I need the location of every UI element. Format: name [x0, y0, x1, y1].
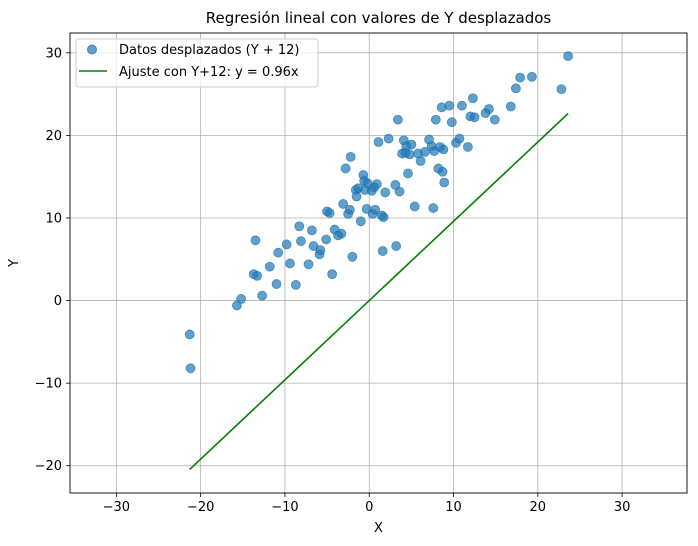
y-tick-label: 0 [54, 294, 62, 309]
scatter-point [383, 133, 394, 144]
scatter-point [371, 179, 382, 190]
scatter-point [290, 279, 301, 290]
scatter-point [454, 133, 465, 144]
scatter-point [430, 114, 441, 125]
scatter-point [428, 203, 439, 213]
scatter-point [403, 168, 413, 179]
legend-box [75, 38, 319, 88]
scatter-point [324, 208, 335, 218]
legend-label-scatter: Datos desplazados (Y + 12) [119, 43, 299, 58]
legend-marker-scatter [87, 44, 97, 55]
scatter-point [409, 201, 420, 212]
scatter-point [252, 270, 263, 281]
scatter-point [515, 72, 526, 83]
scatter-point [373, 137, 384, 147]
scatter-point [285, 258, 295, 269]
scatter-point [271, 279, 282, 289]
scatter-point [184, 329, 195, 340]
scatter-point [469, 112, 480, 123]
x-tick-label: −10 [271, 500, 298, 515]
scatter-point [468, 93, 478, 104]
scatter-point [281, 239, 292, 250]
y-tick-label: −20 [35, 459, 62, 474]
scatter-point [446, 117, 457, 128]
scatter-point [257, 290, 268, 301]
scatter-point [315, 245, 326, 256]
scatter-point [556, 84, 567, 95]
scatter-point [236, 294, 247, 304]
scatter-point [510, 83, 521, 94]
x-tick-label: 20 [530, 500, 547, 515]
fit-line [189, 112, 569, 471]
scatter-point [439, 177, 450, 188]
scatter-point [505, 101, 516, 112]
scatter-point [462, 142, 473, 152]
scatter-point [338, 199, 348, 209]
scatter-point [394, 186, 405, 197]
scatter-point [406, 139, 417, 150]
scatter-point [378, 212, 389, 223]
scatter-point [489, 114, 500, 125]
scatter-point [303, 259, 314, 270]
x-tick-label: 0 [365, 500, 373, 515]
scatter-point [307, 225, 317, 236]
scatter-point [327, 269, 338, 280]
scatter-point [404, 149, 415, 160]
x-axis-label: X [374, 521, 383, 536]
chart-title: Regresión lineal con valores de Y despla… [206, 9, 552, 27]
y-tick-label: 10 [45, 211, 62, 226]
y-tick-label: −10 [35, 377, 62, 392]
scatter-point [444, 100, 455, 111]
scatter-point [345, 151, 356, 162]
scatter-point [347, 251, 358, 262]
scatter-point [294, 221, 305, 232]
x-tick-label: 30 [614, 500, 631, 515]
scatter-point [380, 187, 391, 198]
y-axis-label: Y [7, 259, 22, 268]
scatter-point [527, 71, 537, 82]
scatter-point [264, 261, 275, 272]
scatter-point [437, 166, 448, 177]
x-tick-label: −20 [187, 500, 214, 515]
scatter-point [438, 144, 449, 155]
y-tick-label: 20 [45, 129, 62, 144]
plot-area-frame [69, 32, 688, 494]
scatter-point [351, 191, 362, 202]
plot-series [184, 51, 574, 471]
scatter-point [392, 114, 403, 125]
scatter-point [273, 247, 284, 258]
scatter-point [391, 241, 402, 251]
scatter-point [484, 104, 494, 114]
scatter-point [185, 363, 196, 374]
scatter-point [344, 204, 355, 215]
scatter-point [296, 236, 306, 247]
scatter-point [563, 51, 574, 62]
scatter-point [415, 156, 426, 166]
axis-ticks: −30 −20 −10 0 10 20 30 −20 −10 0 10 20 30 [35, 46, 631, 515]
x-tick-label: −30 [103, 500, 130, 515]
scatter-point [250, 235, 261, 246]
scatter-point [457, 100, 467, 111]
scatter-point [377, 246, 388, 256]
y-tick-label: 30 [45, 46, 62, 61]
legend-label-line: Ajuste con Y+12: y = 0.96x [119, 65, 299, 80]
scatter-point [321, 234, 332, 245]
scatter-point [340, 163, 351, 174]
x-tick-label: 10 [445, 500, 462, 515]
scatter-point [336, 228, 347, 239]
legend: Datos desplazados (Y + 12) Ajuste con Y+… [75, 38, 319, 88]
scatter-point [370, 204, 381, 215]
scatter-point [355, 216, 366, 227]
